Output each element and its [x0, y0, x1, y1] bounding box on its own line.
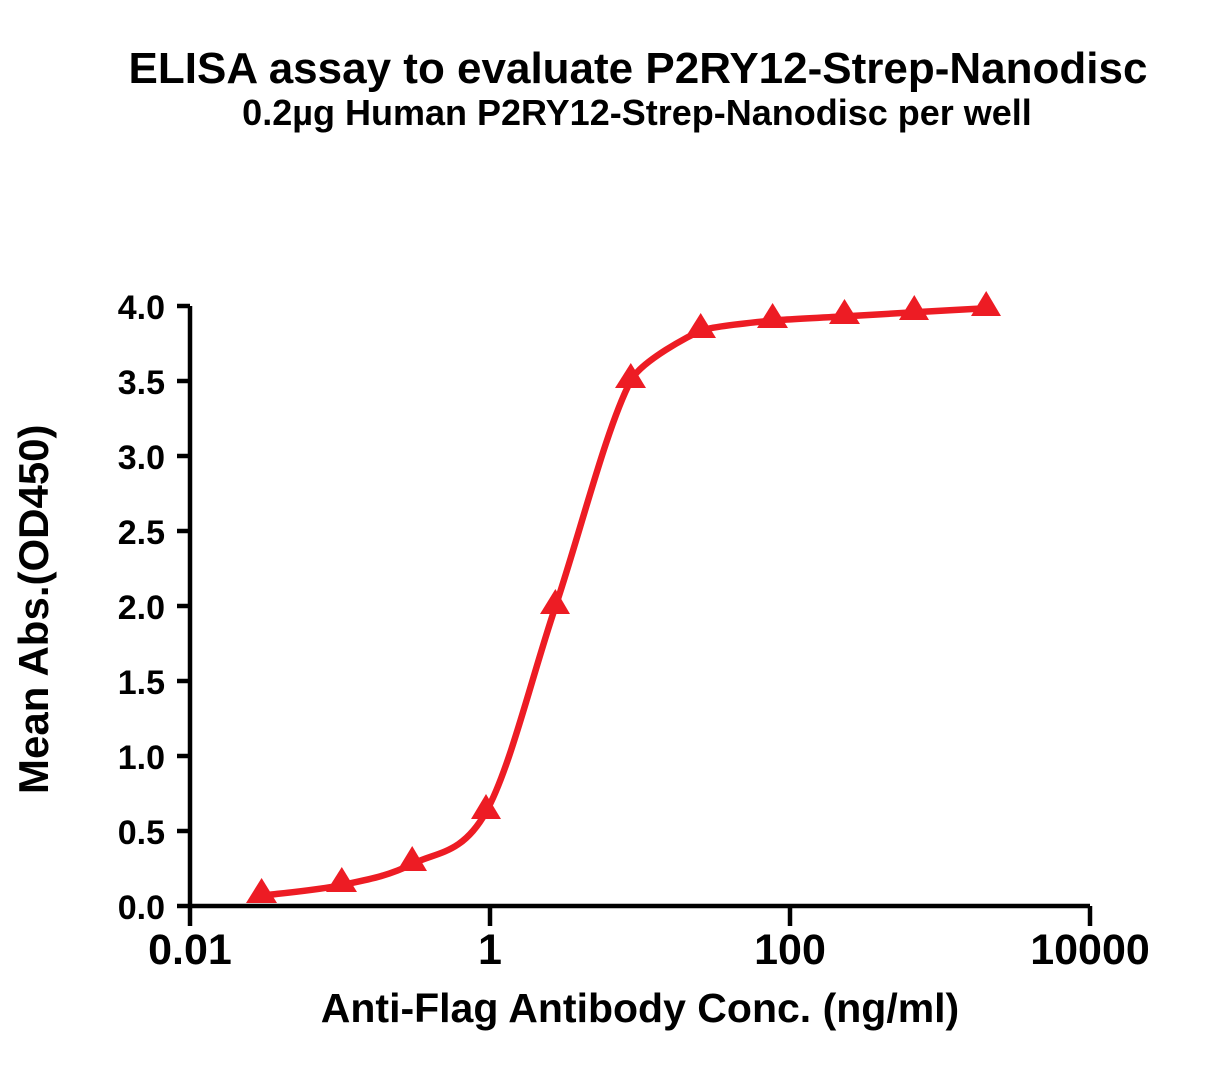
svg-text:0.01: 0.01	[148, 926, 232, 974]
svg-text:0.5: 0.5	[118, 814, 165, 852]
svg-text:1.5: 1.5	[118, 664, 165, 702]
svg-text:2.5: 2.5	[118, 514, 165, 552]
svg-text:3.5: 3.5	[118, 364, 165, 402]
svg-text:4.0: 4.0	[118, 289, 165, 327]
svg-text:1.0: 1.0	[118, 739, 165, 777]
svg-text:3.0: 3.0	[118, 439, 165, 477]
svg-text:2.0: 2.0	[118, 589, 165, 627]
svg-text:1: 1	[478, 926, 502, 974]
svg-text:0.0: 0.0	[118, 889, 165, 927]
svg-text:100: 100	[754, 926, 826, 974]
svg-text:10000: 10000	[1030, 926, 1150, 974]
